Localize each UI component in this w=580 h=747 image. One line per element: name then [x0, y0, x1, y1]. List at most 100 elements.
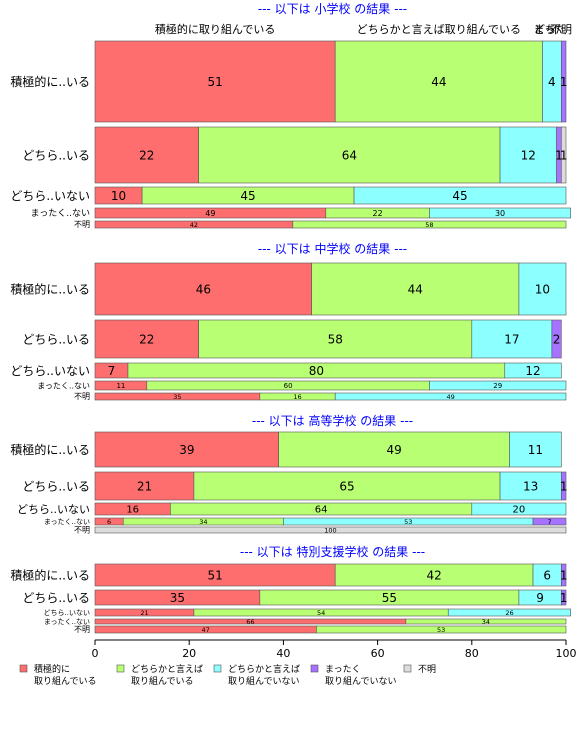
row-label: どちら..いる: [22, 479, 90, 493]
x-tick-label: 20: [182, 647, 196, 660]
data-label: 1: [560, 479, 568, 493]
data-label: 39: [179, 443, 194, 457]
row-label: 不明: [74, 625, 90, 634]
data-label: 46: [196, 282, 211, 296]
panel-title: --- 以下は 中学校 の結果 ---: [258, 241, 407, 256]
data-label: 6: [107, 518, 111, 526]
data-label: 12: [521, 148, 536, 162]
x-tick-label: 40: [276, 647, 290, 660]
data-label: 12: [525, 364, 540, 378]
legend: 積極的に取り組んでいるどちらかと言えば取り組んでいるどちらかと言えば取り組んでい…: [19, 663, 436, 687]
data-label: 1: [560, 568, 568, 582]
panel-0: --- 以下は 小学校 の結果 ---積極的に..いる 51 44 4 1どちら..いる…: [10, 1, 572, 229]
bar-segment: [429, 380, 567, 391]
data-label: 4: [548, 75, 556, 89]
bar-segment: [316, 625, 567, 634]
legend-swatch: [213, 664, 222, 673]
legend-label-line2: 取り組んでいない: [325, 675, 397, 687]
panel-1: --- 以下は 中学校 の結果 --- 積極的に..いる 46 44 10 どちら..いる…: [10, 241, 567, 401]
data-label: 22: [139, 332, 154, 346]
data-label: 1: [560, 75, 568, 89]
data-label: 64: [315, 505, 328, 516]
bar-segment: [94, 126, 199, 184]
row-label: 不明: [74, 220, 90, 229]
data-label: 66: [246, 618, 254, 626]
row-label: どちら..いない: [44, 609, 90, 617]
row-label: まったく..ない: [44, 518, 90, 526]
data-label: 49: [386, 443, 401, 457]
row-label: 積極的に..いる: [10, 442, 90, 457]
data-label: 21: [140, 609, 148, 617]
legend-swatch: [116, 664, 125, 673]
data-label: 58: [328, 332, 343, 346]
bar-segment: [509, 431, 562, 468]
data-label: 29: [493, 382, 502, 390]
row-label: どちら..いない: [10, 364, 90, 378]
data-label: 47: [202, 626, 210, 634]
data-label: 55: [382, 591, 397, 605]
bar-segment: [471, 502, 567, 516]
data-label: 35: [170, 591, 185, 605]
data-label: 65: [339, 479, 354, 493]
data-label: 35: [173, 393, 181, 401]
legend-swatch: [310, 664, 319, 673]
data-label: 30: [495, 209, 505, 218]
data-label: 17: [504, 332, 519, 346]
legend-swatch: [19, 664, 28, 673]
bar-segment: [499, 126, 557, 184]
bar-segment: [471, 319, 553, 359]
x-tick-label: 100: [556, 647, 577, 660]
data-label: 80: [309, 364, 324, 378]
bar-segment: [353, 186, 567, 205]
data-label: 7: [108, 364, 116, 378]
data-label: 9: [536, 591, 544, 605]
bar-segment: [560, 471, 567, 501]
data-label: 16: [126, 505, 139, 516]
row-label: どちら..いない: [17, 503, 90, 516]
bar-segment: [405, 618, 567, 625]
legend-label: まったく: [325, 664, 361, 675]
bar-segment: [94, 431, 279, 468]
data-label: 100: [324, 526, 336, 534]
data-label: 45: [240, 189, 255, 203]
x-tick-label: 0: [92, 647, 99, 660]
row-label: まったく..ない: [31, 208, 90, 219]
panel-title: --- 以下は 小学校 の結果 ---: [258, 1, 407, 16]
data-label: 10: [111, 189, 126, 203]
bar-segment: [560, 40, 567, 123]
bar-segment: [334, 40, 543, 123]
data-label: 45: [452, 189, 467, 203]
top-header-2: どち: [534, 23, 556, 36]
data-label: 7: [547, 518, 551, 526]
legend-label-line2: 取り組んでいる: [34, 675, 97, 687]
data-label: 20: [513, 505, 526, 516]
data-label: 42: [426, 568, 441, 582]
data-label: 44: [408, 282, 423, 296]
row-label: 不明: [74, 392, 90, 401]
panel-title: --- 以下は 高等学校 の結果 ---: [252, 413, 413, 428]
data-label: 58: [425, 221, 433, 229]
legend-label: 不明: [418, 664, 436, 675]
legend-swatch: [403, 664, 412, 673]
bar-segment: [551, 319, 562, 359]
data-label: 51: [207, 568, 222, 582]
data-label: 22: [373, 209, 383, 218]
data-label: 21: [137, 479, 152, 493]
bar-segment: [94, 262, 312, 316]
bar-segment: [94, 40, 336, 123]
bar-segment: [532, 517, 567, 526]
data-label: 60: [284, 382, 293, 390]
bar-segment: [560, 563, 567, 587]
data-label: 34: [199, 518, 207, 526]
data-label: 1: [560, 591, 568, 605]
data-label: 10: [535, 282, 550, 296]
bar-segment: [334, 392, 567, 401]
data-label: 16: [293, 393, 301, 401]
bar-segment: [504, 362, 562, 379]
bar-segment: [94, 526, 567, 534]
data-label: 51: [207, 75, 222, 89]
bar-segment: [94, 471, 195, 501]
data-label: 26: [505, 609, 513, 617]
row-label: 不明: [74, 526, 90, 535]
